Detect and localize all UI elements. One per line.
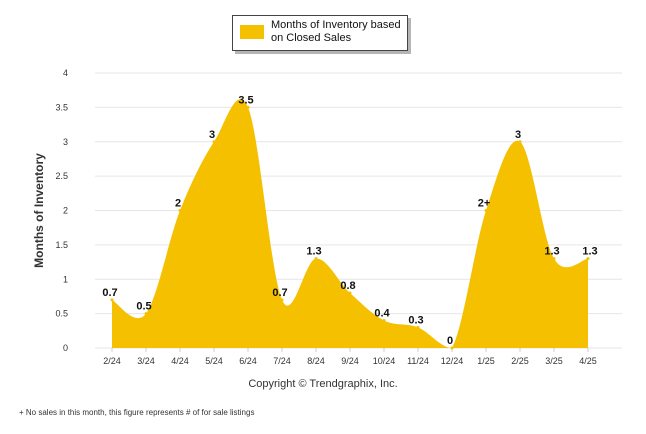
y-tick-label: 4 bbox=[63, 68, 68, 78]
data-point bbox=[450, 346, 454, 350]
data-label: 3 bbox=[515, 129, 521, 141]
data-label: 0.8 bbox=[340, 280, 355, 292]
x-tick-label: 12/24 bbox=[441, 356, 464, 366]
data-label: 0.7 bbox=[272, 287, 287, 299]
y-tick-label: 1.5 bbox=[55, 240, 68, 250]
x-tick-label: 3/25 bbox=[545, 356, 563, 366]
x-tick-label: 3/24 bbox=[137, 356, 155, 366]
y-tick-label: 3 bbox=[63, 137, 68, 147]
data-label: 0.5 bbox=[136, 301, 151, 313]
data-point bbox=[552, 257, 556, 261]
x-tick-label: 11/24 bbox=[407, 356, 429, 366]
x-tick-label: 6/24 bbox=[239, 356, 257, 366]
data-point bbox=[178, 209, 182, 212]
data-label: 3.5 bbox=[238, 94, 253, 106]
data-label: 0.3 bbox=[408, 314, 423, 326]
x-tick-label: 7/24 bbox=[273, 356, 291, 366]
data-point bbox=[144, 312, 148, 316]
footnote: + No sales in this month, this figure re… bbox=[19, 408, 255, 417]
series-area bbox=[112, 99, 588, 348]
x-tick-label: 5/24 bbox=[205, 356, 223, 366]
data-label: 3 bbox=[209, 129, 215, 141]
data-label: 2+ bbox=[478, 198, 491, 210]
data-point bbox=[484, 209, 488, 212]
data-point bbox=[382, 319, 386, 322]
x-tick-label: 2/25 bbox=[511, 356, 529, 366]
y-tick-label: 0.5 bbox=[55, 309, 68, 319]
x-tick-label: 9/24 bbox=[341, 356, 359, 366]
x-tick-label: 2/24 bbox=[103, 356, 121, 366]
data-point bbox=[416, 325, 420, 329]
data-point bbox=[314, 257, 318, 261]
data-point bbox=[518, 140, 522, 144]
y-tick-label: 1 bbox=[63, 274, 68, 284]
x-tick-label: 8/24 bbox=[307, 356, 325, 366]
copyright-text: Copyright © Trendgraphix, Inc. bbox=[248, 378, 398, 390]
data-label: 0 bbox=[447, 335, 453, 347]
legend: Months of Inventory based on Closed Sale… bbox=[232, 15, 408, 51]
x-tick-label: 1/25 bbox=[477, 356, 495, 366]
data-label: 1.3 bbox=[306, 246, 321, 258]
data-point bbox=[212, 140, 216, 144]
y-tick-label: 3.5 bbox=[55, 102, 68, 112]
legend-label: Months of Inventory based on Closed Sale… bbox=[271, 19, 401, 44]
y-tick-label: 2 bbox=[63, 206, 68, 216]
y-tick-label: 0 bbox=[63, 343, 68, 353]
legend-swatch bbox=[240, 25, 264, 39]
x-tick-label: 4/25 bbox=[579, 356, 597, 366]
x-tick-label: 4/24 bbox=[171, 356, 189, 366]
data-label: 2 bbox=[175, 198, 181, 210]
data-label: 1.3 bbox=[582, 246, 597, 258]
y-tick-label: 2.5 bbox=[55, 171, 68, 181]
data-point bbox=[246, 105, 250, 109]
data-point bbox=[110, 298, 114, 302]
x-tick-label: 10/24 bbox=[373, 356, 396, 366]
data-point bbox=[348, 291, 352, 295]
data-label: 0.4 bbox=[374, 308, 390, 320]
data-point bbox=[280, 298, 284, 302]
data-point bbox=[586, 257, 590, 261]
y-axis-title: Months of Inventory bbox=[32, 153, 46, 268]
data-label: 1.3 bbox=[544, 246, 559, 258]
data-label: 0.7 bbox=[102, 287, 117, 299]
